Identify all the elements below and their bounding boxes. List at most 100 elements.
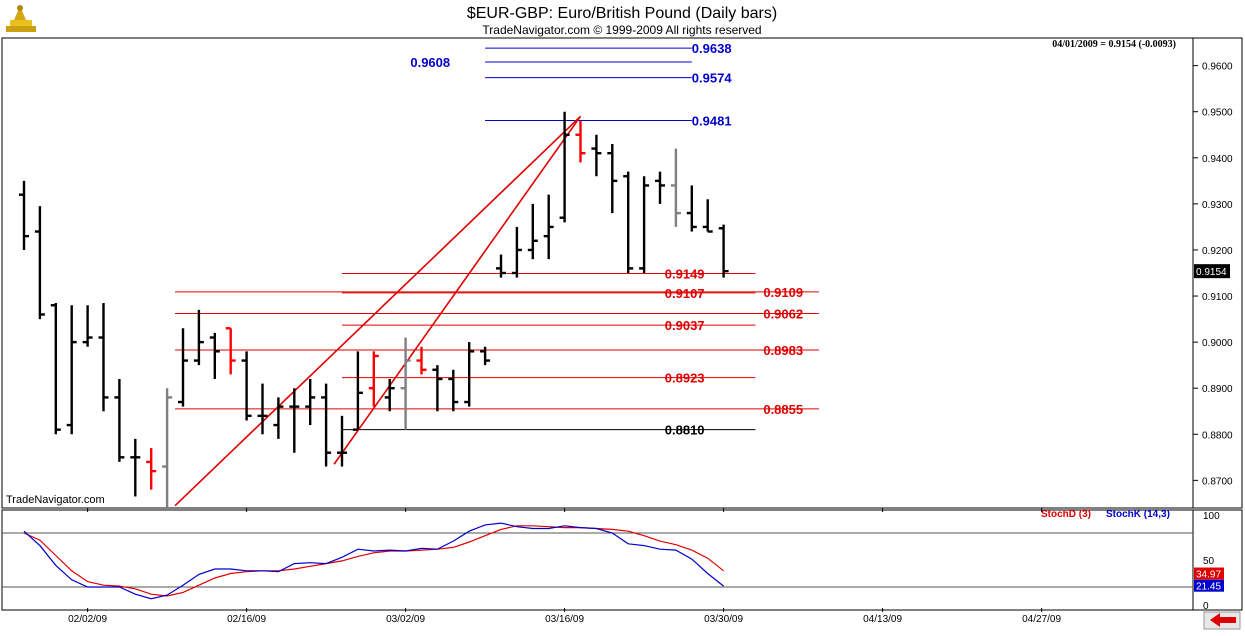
ohlc-bar [623, 171, 634, 273]
ohlc-bar [480, 346, 491, 366]
ohlc-bar [639, 176, 650, 273]
fib-label: 0.8923 [665, 371, 705, 386]
trendline [333, 115, 582, 465]
ohlc-bar [352, 351, 363, 431]
stoch-series-line [23, 522, 724, 600]
ohlc-bar [718, 224, 729, 278]
date-tick-label: 02/16/09 [227, 614, 266, 625]
price-tick-label: 0.9200 [1202, 246, 1233, 257]
ohlc-bar [178, 328, 188, 407]
watermark: TradeNavigator.com [6, 494, 105, 506]
status-readout: 04/01/2009 = 0.9154 (-0.0093) [1052, 39, 1176, 50]
stoch-last-marker [1194, 567, 1224, 580]
fib-label: 0.9608 [410, 55, 450, 70]
ohlc-bar [527, 203, 538, 260]
fib-label: 0.9574 [692, 71, 733, 86]
ohlc-bar [655, 171, 665, 204]
ohlc-bar [193, 309, 204, 366]
date-tick-label: 02/02/09 [68, 614, 107, 625]
last-price-label: 0.9154 [1196, 267, 1227, 278]
chart-title: $EUR-GBP: Euro/British Pound (Daily bars… [467, 5, 777, 22]
ohlc-bar [448, 369, 459, 412]
price-tick-label: 0.9400 [1202, 154, 1233, 165]
date-tick-label: 04/27/09 [1022, 614, 1061, 625]
ohlc-bar [50, 302, 61, 435]
stoch-axis-frame [1192, 509, 1243, 611]
ohlc-bar [321, 383, 332, 467]
fib-label: 0.9481 [692, 113, 732, 128]
date-axis: 02/02/09 02/16/09 03/02/09 03/16/09 03/30/09… [68, 508, 1061, 625]
ohlc-bar [34, 206, 45, 320]
stoch-tick-label: 100 [1203, 511, 1220, 522]
ohlc-bar [66, 305, 77, 435]
ohlc-bar [384, 378, 395, 412]
price-tick-label: 0.9300 [1202, 200, 1233, 211]
trendlines [174, 115, 582, 507]
price-bars [19, 111, 729, 508]
price-tick-label: 0.9100 [1202, 292, 1233, 303]
ohlc-bar [19, 180, 29, 250]
price-tick-label: 0.8900 [1202, 384, 1233, 395]
fib-label: 0.9109 [763, 285, 803, 300]
ohlc-bar [686, 185, 697, 232]
ohlc-bar [337, 415, 347, 467]
ohlc-bar [591, 134, 602, 177]
date-tick-label: 04/13/09 [863, 614, 902, 625]
ohlc-bar [257, 383, 268, 435]
ohlc-bar [225, 327, 236, 375]
price-tick-label: 0.8700 [1202, 476, 1233, 487]
stoch-tick-label: 0 [1203, 601, 1209, 612]
ohlc-bar [162, 388, 173, 508]
ohlc-bar [432, 365, 443, 412]
ohlc-bar [416, 346, 427, 375]
ohlc-bar [82, 305, 93, 347]
fib-label: 0.9062 [763, 307, 803, 322]
ohlc-bar [146, 448, 157, 490]
ohlc-bar [114, 378, 125, 462]
stoch-last-label: 34.97 [1196, 570, 1221, 581]
ohlc-bar [241, 351, 252, 421]
fib-label: 0.8855 [763, 402, 803, 417]
ohlc-bar [702, 199, 713, 233]
ohlc-bar [368, 351, 379, 407]
trading-bull-icon [6, 5, 36, 32]
price-tick-label: 0.9600 [1202, 62, 1233, 73]
last-price-marker [1194, 264, 1230, 279]
ohlc-bar [209, 332, 220, 379]
ohlc-bar [98, 302, 109, 412]
fib-label: 0.9037 [665, 318, 705, 333]
date-tick-label: 03/30/09 [704, 614, 743, 625]
price-tick-label: 0.8800 [1202, 430, 1233, 441]
ohlc-bar [273, 397, 284, 439]
stoch-series-line [23, 525, 724, 597]
red-left-arrow-icon[interactable] [1203, 611, 1241, 630]
ohlc-bar [575, 120, 586, 163]
stoch-panel-frame [1, 509, 1194, 611]
ohlc-bar [464, 342, 475, 407]
ohlc-bar [496, 254, 506, 278]
fib-label: 0.9638 [692, 41, 732, 56]
fib-label: 0.8810 [665, 423, 705, 438]
ohlc-bar [305, 378, 316, 426]
price-axis: 0.9600 0.9500 0.9400 0.9300 0.9200 0.9100 0.90… [1193, 62, 1233, 487]
ohlc-bar [289, 388, 300, 453]
fib-label: 0.9107 [665, 286, 705, 301]
ohlc-bar [607, 143, 618, 214]
date-tick-label: 03/16/09 [545, 614, 584, 625]
stoch-legend-entry: StochD (3) [1041, 509, 1091, 520]
ohlc-bar [130, 438, 141, 497]
fib-label: 0.8983 [763, 343, 803, 358]
date-tick-label: 03/02/09 [386, 614, 425, 625]
trendline [174, 115, 582, 507]
stoch-tick-label: 50 [1203, 556, 1215, 567]
price-tick-label: 0.9500 [1202, 108, 1233, 119]
ohlc-bar [670, 148, 681, 227]
ohlc-bar [400, 337, 411, 430]
fib-label: 0.9149 [665, 266, 705, 281]
ohlc-bar [559, 111, 570, 223]
stoch-last-marker [1194, 579, 1224, 592]
stoch-legend-entry: StochK (14,3) [1106, 509, 1170, 520]
ohlc-bar [543, 194, 554, 260]
